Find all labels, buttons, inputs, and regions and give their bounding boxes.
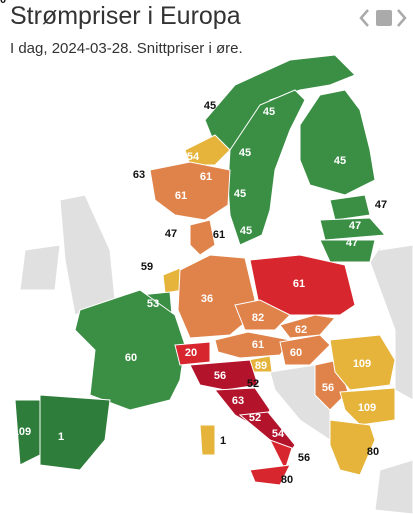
price-label: 61 — [293, 278, 305, 290]
price-label: 56 — [214, 370, 226, 382]
price-label: 47 — [346, 237, 358, 249]
price-label: 1 — [58, 431, 64, 443]
price-label: 61 — [213, 229, 225, 241]
price-label: 45 — [240, 225, 252, 237]
price-label: 80 — [0, 0, 6, 6]
price-label: 45 — [239, 147, 251, 159]
price-label: 62 — [295, 324, 307, 336]
nav-icons[interactable] — [359, 9, 407, 27]
price-label: 63 — [232, 395, 244, 407]
price-label: 109 — [353, 358, 371, 370]
price-label: 47 — [165, 228, 177, 240]
calendar-button[interactable] — [376, 10, 392, 26]
price-label: 60 — [125, 352, 137, 364]
price-label: 36 — [201, 293, 213, 305]
next-button[interactable] — [397, 9, 407, 27]
price-label: 20 — [185, 347, 197, 359]
price-label: 56 — [298, 452, 310, 464]
price-label: 52 — [247, 378, 259, 390]
price-label: 89 — [255, 360, 267, 372]
price-label: 109 — [13, 426, 31, 438]
price-label: 82 — [252, 312, 264, 324]
price-label: 45 — [234, 188, 246, 200]
price-label: 45 — [263, 106, 275, 118]
subtitle: I dag, 2024-03-28. Snittpriser i øre. — [10, 40, 243, 57]
price-label: 45 — [334, 155, 346, 167]
price-label: 54 — [272, 428, 285, 440]
price-label: 109 — [358, 402, 376, 414]
price-label: 47 — [349, 220, 361, 232]
map-shapes — [14, 54, 413, 514]
price-label: 59 — [141, 261, 153, 273]
price-label: 80 — [367, 446, 379, 458]
price-label: 52 — [249, 412, 261, 424]
price-label: 80 — [281, 474, 293, 486]
price-label: 63 — [133, 169, 145, 181]
price-label: 61 — [200, 171, 212, 183]
price-label: 45 — [204, 100, 216, 112]
prev-button[interactable] — [359, 9, 369, 27]
price-label: 54 — [187, 151, 200, 163]
price-label: 56 — [322, 382, 334, 394]
price-label: 53 — [147, 298, 159, 310]
price-label: 60 — [290, 347, 302, 359]
price-label: 1 — [220, 435, 226, 447]
price-label: 61 — [175, 190, 187, 202]
title: Strømpriser i Europa — [10, 2, 241, 30]
price-label: 47 — [375, 199, 387, 211]
price-label: 61 — [252, 339, 264, 351]
